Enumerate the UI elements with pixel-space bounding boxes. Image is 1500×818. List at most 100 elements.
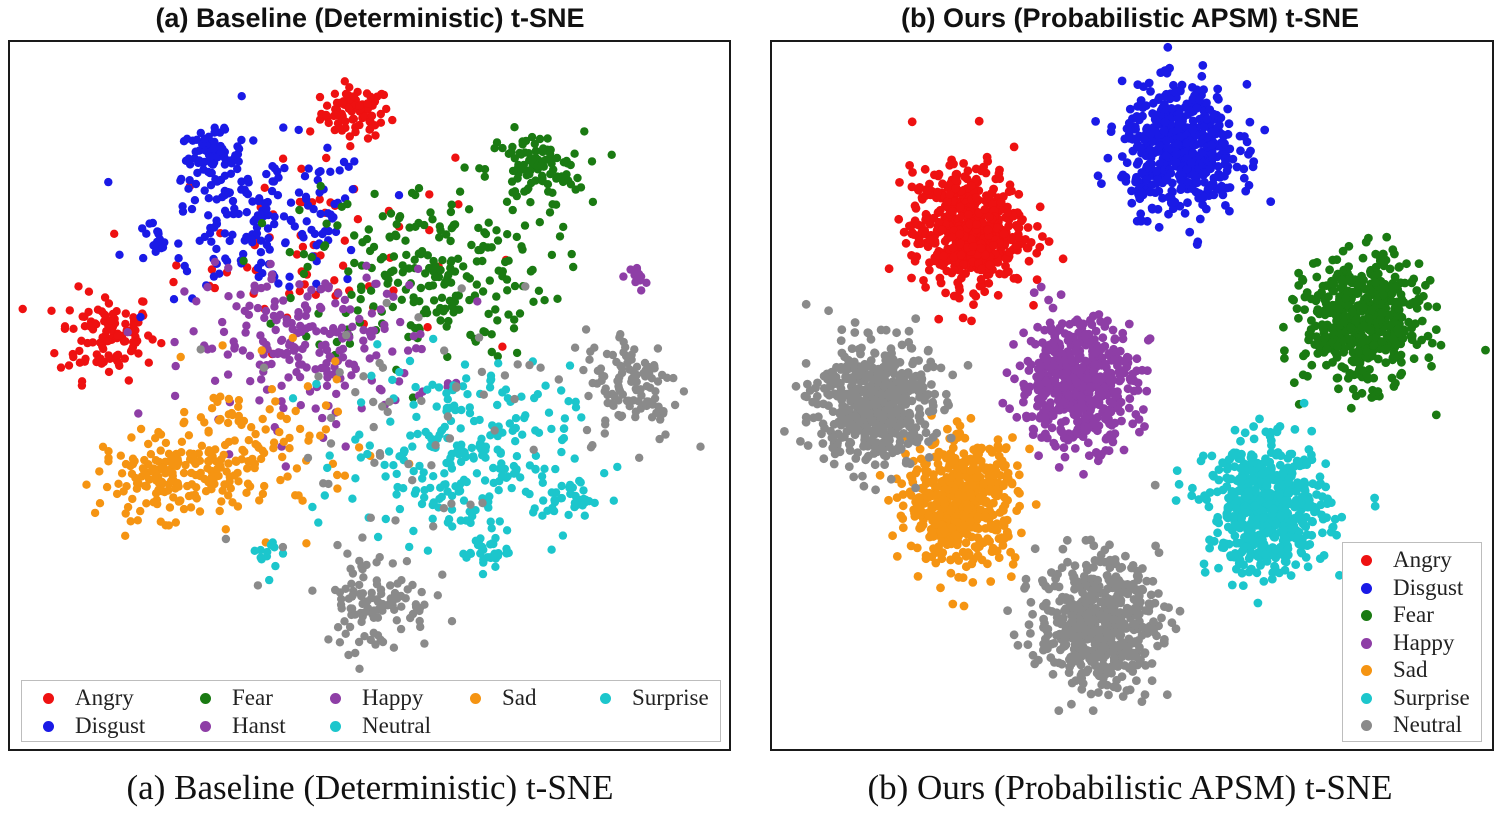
point-disgust	[279, 123, 288, 132]
point-happy	[1051, 441, 1060, 451]
point-angry	[988, 241, 998, 250]
point-angry	[365, 124, 375, 134]
point-angry	[423, 323, 432, 332]
point-happy	[1052, 387, 1062, 397]
point-fear	[478, 287, 488, 296]
point-neutral	[655, 434, 664, 444]
plot-b-frame: Angry Disgust Fear Happy Sad Surprise Neutral	[770, 40, 1494, 751]
point-neutral	[420, 639, 429, 648]
point-angry	[324, 118, 333, 128]
point-disgust	[1242, 79, 1252, 89]
point-sad	[181, 460, 190, 470]
point-neutral	[500, 371, 510, 380]
point-disgust	[209, 144, 219, 153]
point-fear	[607, 150, 616, 159]
point-sad	[161, 438, 171, 448]
point-surprise	[434, 383, 444, 392]
point-disgust	[1202, 132, 1212, 142]
point-fear	[344, 267, 353, 276]
point-disgust	[145, 219, 154, 228]
point-neutral	[632, 362, 642, 371]
point-fear	[1353, 281, 1362, 290]
point-neutral	[378, 402, 387, 411]
point-angry	[121, 319, 130, 329]
point-fear	[1334, 304, 1343, 314]
point-angry	[138, 297, 147, 306]
point-sad	[207, 472, 217, 481]
point-fear	[436, 316, 445, 325]
point-sad	[276, 475, 285, 485]
point-disgust	[294, 125, 303, 135]
point-surprise	[508, 426, 517, 435]
point-happy	[1040, 413, 1050, 423]
point-angry	[969, 289, 978, 299]
point-surprise	[266, 540, 276, 550]
point-angry	[1009, 142, 1019, 152]
point-fear	[480, 172, 489, 181]
point-surprise	[507, 483, 516, 493]
point-angry	[366, 92, 375, 101]
point-surprise	[418, 474, 427, 483]
point-sad	[250, 460, 259, 470]
point-fear	[316, 181, 325, 191]
point-fear	[376, 255, 386, 264]
point-neutral	[584, 391, 593, 401]
point-disgust	[237, 177, 246, 186]
point-happy	[394, 377, 404, 386]
point-neutral	[346, 564, 355, 573]
point-disgust	[1167, 104, 1176, 113]
point-neutral	[617, 363, 626, 373]
point-disgust	[177, 174, 186, 184]
point-angry	[330, 89, 340, 98]
point-disgust	[212, 244, 221, 254]
point-angry	[993, 290, 1003, 300]
point-sad	[947, 523, 957, 533]
point-angry	[332, 110, 341, 120]
point-sad	[82, 480, 91, 489]
point-sad	[898, 501, 908, 511]
point-sad	[1017, 528, 1026, 538]
point-happy	[1125, 394, 1135, 403]
point-surprise	[476, 549, 485, 558]
point-happy	[1024, 366, 1034, 375]
point-neutral	[427, 461, 436, 470]
point-sad	[243, 464, 252, 473]
point-sad	[180, 407, 189, 417]
point-angry	[425, 190, 434, 199]
point-disgust	[200, 232, 209, 242]
point-fear	[569, 262, 578, 272]
point-disgust	[187, 204, 197, 214]
point-happy	[294, 308, 303, 317]
scatter-points	[18, 77, 705, 673]
legend-label: Disgust	[75, 713, 146, 738]
point-neutral	[593, 366, 603, 375]
point-surprise	[462, 374, 471, 383]
point-disgust	[1202, 98, 1211, 108]
point-surprise	[1200, 567, 1210, 577]
point-fear	[553, 294, 562, 303]
point-angry	[157, 339, 166, 348]
point-disgust	[1240, 132, 1249, 141]
legend-a: Angry Disgust Fear Hanst Happy Neutral Sad Surp…	[21, 680, 721, 742]
point-surprise	[478, 569, 488, 579]
point-angry	[1033, 222, 1042, 231]
point-fear	[1412, 340, 1422, 350]
point-happy	[332, 420, 341, 429]
point-fear	[517, 150, 526, 159]
point-surprise	[392, 469, 401, 479]
point-disgust	[1177, 183, 1186, 192]
point-happy	[1002, 368, 1012, 378]
point-sad	[204, 457, 213, 466]
point-angry	[955, 285, 964, 295]
point-neutral	[343, 549, 352, 558]
point-sad	[142, 482, 151, 491]
point-surprise	[1174, 479, 1184, 489]
point-angry	[338, 261, 348, 270]
point-sad	[961, 562, 971, 572]
point-fear	[1407, 277, 1417, 287]
scatter-points	[780, 42, 1490, 715]
point-neutral	[608, 350, 617, 360]
point-disgust	[281, 238, 290, 248]
point-sad	[204, 428, 213, 437]
point-surprise	[579, 486, 588, 495]
